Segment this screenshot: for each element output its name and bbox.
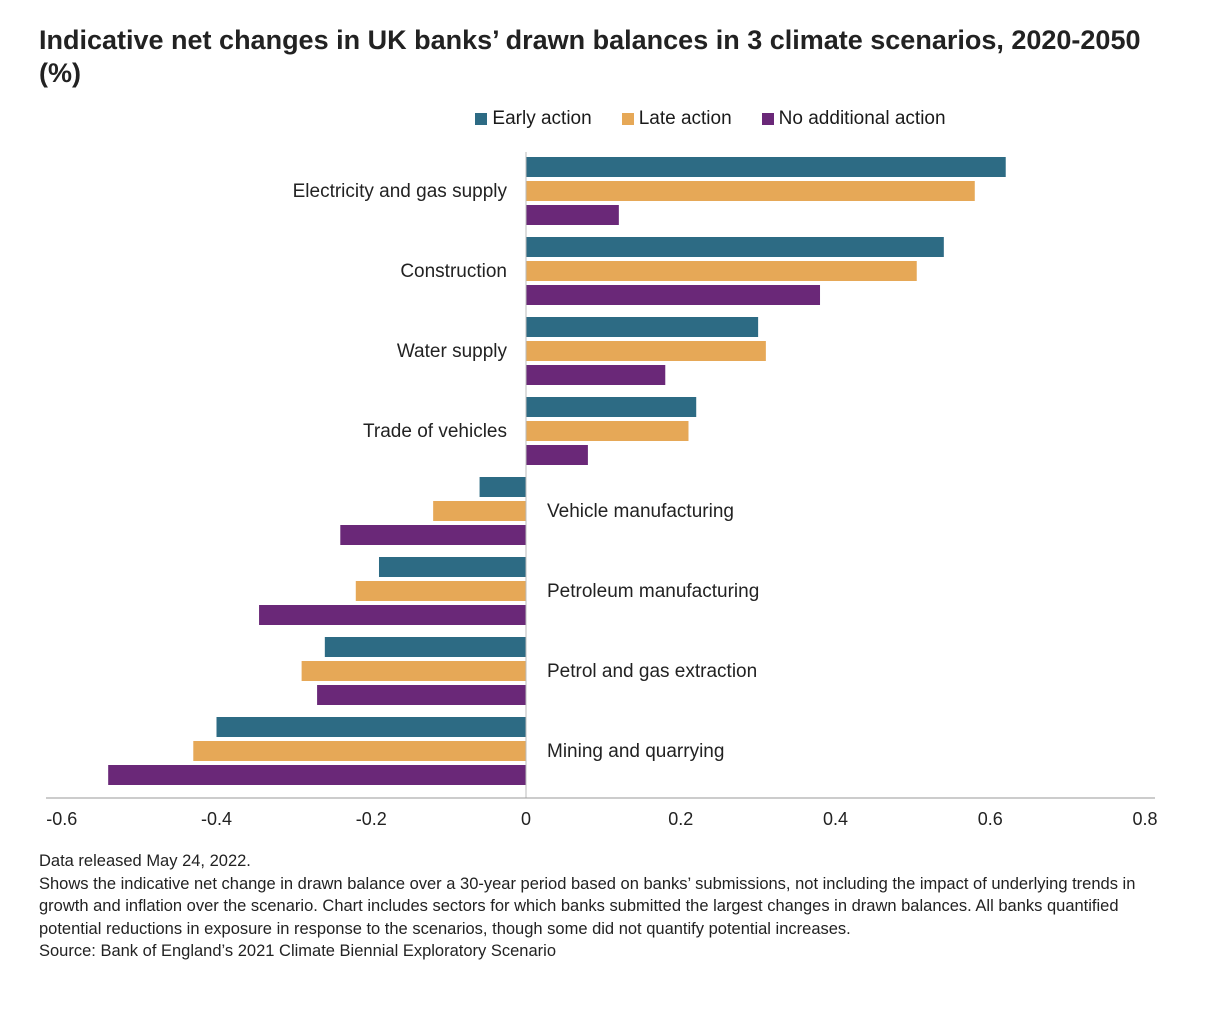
bar-early-action bbox=[378, 557, 526, 577]
bar-late-action bbox=[526, 421, 689, 441]
bar-early-action bbox=[526, 157, 1006, 177]
source: Source: Bank of England’s 2021 Climate B… bbox=[39, 942, 556, 960]
bar-chart: Electricity and gas supply Construction Wa… bbox=[46, 152, 1158, 829]
category-label: Construction bbox=[400, 261, 507, 282]
x-tick-label: -0.2 bbox=[356, 809, 387, 829]
x-tick-label: 0.6 bbox=[978, 809, 1003, 829]
legend-label: Early action bbox=[492, 108, 592, 129]
bar-early-action bbox=[324, 637, 526, 657]
release-date: Data released May 24, 2022. bbox=[39, 852, 251, 870]
bar-late-action bbox=[355, 581, 526, 601]
bar-late-action bbox=[526, 341, 766, 361]
bar-no-additional-action bbox=[526, 205, 619, 225]
category-label: Mining and quarrying bbox=[547, 741, 724, 762]
legend-label: Late action bbox=[638, 108, 732, 129]
bar-late-action bbox=[526, 261, 917, 281]
category-label: Water supply bbox=[397, 341, 508, 362]
bar-late-action bbox=[526, 181, 975, 201]
bar-early-action bbox=[526, 317, 759, 337]
x-tick-label: -0.4 bbox=[201, 809, 232, 829]
bar-no-additional-action bbox=[259, 605, 526, 625]
chart-notes: Data released May 24, 2022. Shows the in… bbox=[39, 850, 1179, 963]
bar-no-additional-action bbox=[526, 285, 821, 305]
bar-late-action bbox=[433, 501, 526, 521]
x-tick-label: 0.4 bbox=[823, 809, 848, 829]
bar-no-additional-action bbox=[526, 445, 588, 465]
legend-item-none: No additional action bbox=[761, 108, 946, 130]
legend-swatch-none bbox=[761, 113, 774, 125]
x-tick-label: 0.2 bbox=[668, 809, 693, 829]
category-label: Electricity and gas supply bbox=[293, 181, 508, 202]
legend-swatch-early bbox=[475, 113, 488, 125]
x-tick-label: -0.6 bbox=[46, 809, 77, 829]
bar-no-additional-action bbox=[340, 525, 526, 545]
bar-late-action bbox=[193, 741, 526, 761]
bar-no-additional-action bbox=[317, 685, 526, 705]
x-tick-label: 0.8 bbox=[1132, 809, 1157, 829]
x-tick-label: 0 bbox=[521, 809, 531, 829]
bar-early-action bbox=[216, 717, 526, 737]
bar-late-action bbox=[301, 661, 526, 681]
legend-item-late: Late action bbox=[621, 108, 732, 130]
legend: Early action Late action No additional a… bbox=[0, 108, 1216, 130]
category-label: Trade of vehicles bbox=[363, 421, 507, 442]
category-label: Vehicle manufacturing bbox=[547, 501, 734, 522]
bar-no-additional-action bbox=[108, 765, 527, 785]
bar-early-action bbox=[526, 237, 944, 257]
category-label: Petrol and gas extraction bbox=[547, 661, 757, 682]
bar-early-action bbox=[479, 477, 526, 497]
legend-label: No additional action bbox=[778, 108, 946, 129]
category-label: Petroleum manufacturing bbox=[547, 581, 759, 602]
bar-no-additional-action bbox=[526, 365, 666, 385]
chart-title: Indicative net changes in UK banks’ draw… bbox=[39, 25, 1141, 88]
legend-item-early: Early action bbox=[475, 108, 592, 130]
bar-early-action bbox=[526, 397, 697, 417]
description: Shows the indicative net change in drawn… bbox=[39, 874, 1136, 938]
legend-swatch-late bbox=[621, 113, 634, 125]
